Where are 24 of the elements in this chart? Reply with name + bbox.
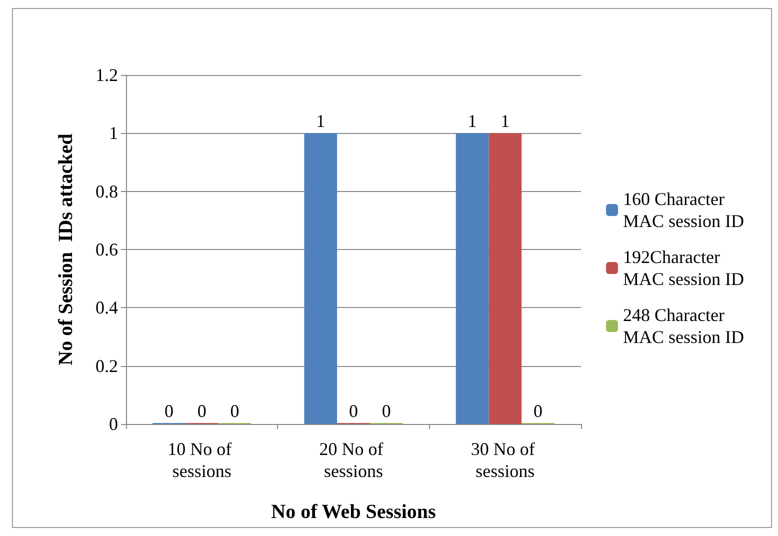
data-label: 0 xyxy=(349,401,358,421)
y-tick-label: 0 xyxy=(109,414,118,434)
data-label: 1 xyxy=(500,111,510,132)
y-tick-label: 0.4 xyxy=(96,298,118,318)
data-label: 0 xyxy=(534,401,543,421)
y-tick-label: 1 xyxy=(109,123,118,144)
data-label: 1 xyxy=(468,111,477,132)
legend-label: 160 Character MAC session ID xyxy=(623,189,744,231)
data-label: 1 xyxy=(316,111,326,132)
y-tick-label: 0.8 xyxy=(96,181,118,202)
y-tick-label: 0.6 xyxy=(96,240,118,260)
data-label: 0 xyxy=(382,401,391,421)
data-label: 0 xyxy=(230,401,240,421)
x-tick-label: 10 No of sessions xyxy=(168,439,236,481)
y-tick-label: 1.2 xyxy=(96,65,118,85)
y-axis-title: No of Session IDs attacked xyxy=(55,134,77,366)
x-tick-label: 30 No of sessions xyxy=(470,439,540,481)
x-tick-label: 20 No of sessions xyxy=(319,439,388,481)
x-axis-title: No of Web Sessions xyxy=(271,501,436,523)
data-label: 0 xyxy=(197,401,206,421)
y-tick-label: 0.2 xyxy=(96,356,118,376)
data-label: 0 xyxy=(164,401,174,421)
legend-label: 192Character MAC session ID xyxy=(623,247,744,289)
legend-label: 248 Character MAC session ID xyxy=(623,305,744,347)
